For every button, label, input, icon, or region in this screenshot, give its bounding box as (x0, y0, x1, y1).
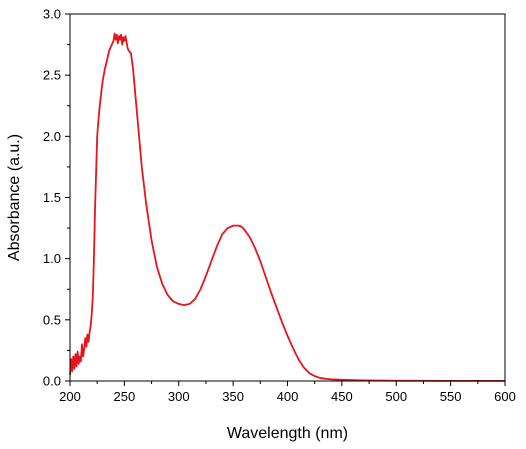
plot-area (69, 13, 506, 382)
plot-frame (69, 13, 506, 382)
x-tick-label: 250 (114, 389, 136, 404)
x-tick-label: 350 (222, 389, 244, 404)
y-tick-label: 2.5 (43, 68, 61, 83)
y-tick-label: 0.5 (43, 312, 61, 327)
y-axis-ticks: 0.0 0.5 1.0 1.5 2.0 2.5 3.0 (43, 7, 70, 389)
x-tick-label: 500 (385, 389, 407, 404)
y-tick-label: 3.0 (43, 7, 61, 22)
x-axis-ticks: 200 250 300 350 400 450 500 550 600 (59, 381, 516, 404)
y-tick-label: 2.0 (43, 129, 61, 144)
x-tick-label: 300 (168, 389, 190, 404)
y-tick-label: 0.0 (43, 374, 61, 389)
x-tick-label: 400 (277, 389, 299, 404)
x-axis-title: Wavelength (nm) (227, 425, 348, 442)
x-tick-label: 550 (440, 389, 462, 404)
y-axis-title: Absorbance (a.u.) (6, 134, 23, 261)
y-tick-label: 1.5 (43, 190, 61, 205)
x-tick-label: 200 (59, 389, 81, 404)
y-tick-label: 1.0 (43, 251, 61, 266)
x-tick-label: 600 (494, 389, 516, 404)
x-tick-label: 450 (331, 389, 353, 404)
series-line-0 (69, 32, 505, 382)
